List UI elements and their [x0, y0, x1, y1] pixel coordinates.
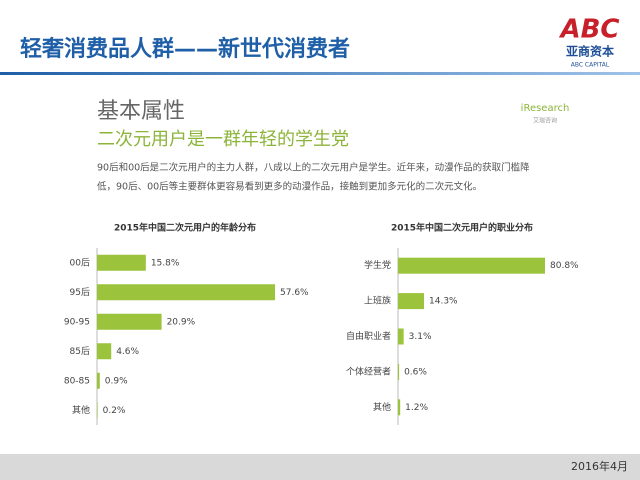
- category-label: 80-85: [64, 376, 90, 386]
- paragraph-line: 90后和00后是二次元用户的主力人群，八成以上的二次元用户是学生。近年来，动漫作…: [97, 162, 530, 174]
- bar: [398, 293, 425, 310]
- bar: [398, 363, 400, 380]
- bar: [398, 328, 404, 345]
- value-label: 20.9%: [167, 317, 196, 327]
- category-label: 其他: [373, 401, 391, 413]
- bar: [97, 402, 98, 419]
- chart-title: 2015年中国二次元用户的职业分布: [391, 222, 533, 234]
- value-label: 1.2%: [405, 403, 428, 413]
- category-label: 85后: [70, 346, 90, 357]
- value-label: 0.9%: [105, 376, 128, 386]
- slide-title: 轻奢消费品人群——新世代消费者: [20, 36, 350, 62]
- section-heading: 基本属性: [97, 99, 185, 124]
- category-label: 90-95: [64, 317, 90, 327]
- bar: [97, 372, 100, 389]
- footer-date: 2016年4月: [571, 459, 628, 473]
- category-label: 95后: [70, 287, 90, 298]
- value-label: 80.8%: [550, 261, 579, 271]
- bar: [97, 343, 112, 360]
- category-label: 上班族: [364, 295, 391, 307]
- value-label: 15.8%: [151, 258, 180, 268]
- logo-cn: 亚商资本: [566, 44, 614, 59]
- source-logo-cn: 艾瑞咨询: [533, 117, 557, 125]
- header-rule: [0, 72, 640, 75]
- category-label: 00后: [70, 257, 90, 268]
- bar: [97, 313, 162, 330]
- logo: ABC: [558, 15, 619, 45]
- chart-title: 2015年中国二次元用户的年龄分布: [114, 222, 256, 234]
- bar: [398, 257, 545, 274]
- category-label: 其他: [72, 404, 90, 416]
- value-label: 4.6%: [116, 347, 139, 357]
- category-label: 个体经营者: [346, 365, 391, 377]
- paragraph-line: 低，90后、00后等主要群体更容易看到更多的动漫作品，接触到更加多元化的二次元文…: [97, 181, 482, 193]
- value-label: 57.6%: [280, 288, 309, 298]
- bar: [97, 254, 146, 271]
- value-label: 0.2%: [103, 406, 126, 416]
- footer-band: [0, 454, 640, 480]
- category-label: 学生党: [364, 259, 391, 271]
- logo-en: ABC CAPITAL: [571, 62, 610, 69]
- value-label: 0.6%: [404, 367, 427, 377]
- bar: [97, 284, 275, 301]
- section-subheading: 二次元用户是一群年轻的学生党: [97, 129, 349, 150]
- category-label: 自由职业者: [346, 330, 391, 342]
- value-label: 14.3%: [429, 297, 458, 307]
- bar: [398, 399, 401, 416]
- source-logo: iResearch: [521, 103, 570, 114]
- value-label: 3.1%: [409, 332, 432, 342]
